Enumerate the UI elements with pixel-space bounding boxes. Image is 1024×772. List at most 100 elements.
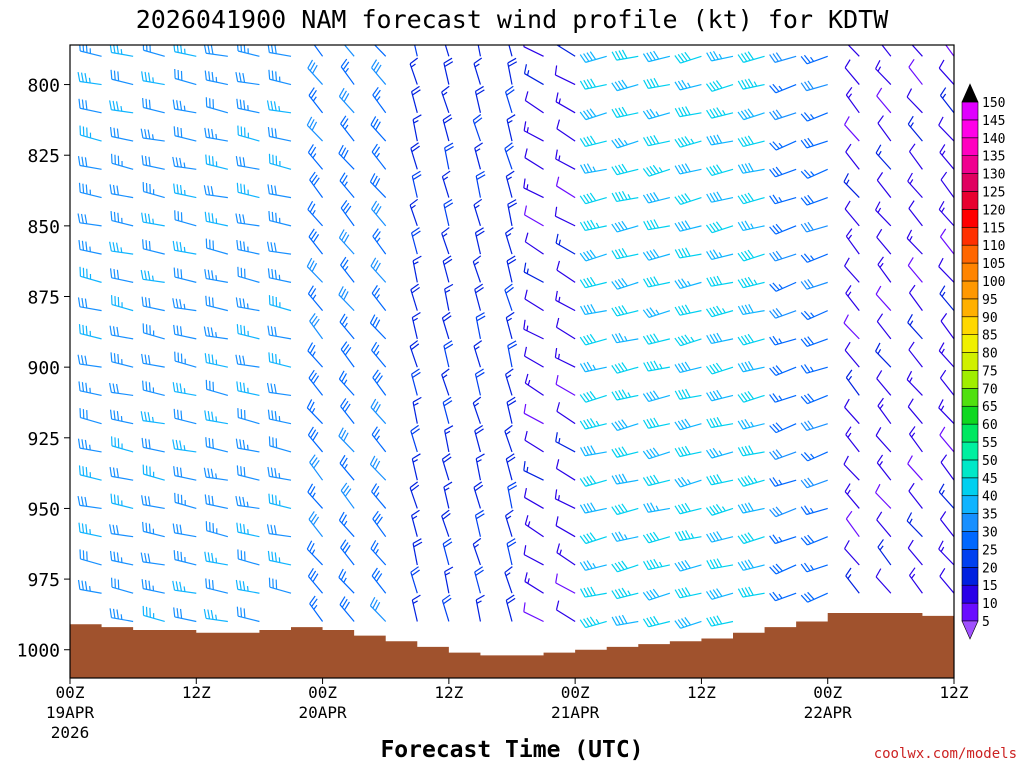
wind-barb bbox=[738, 446, 764, 456]
wind-barb bbox=[413, 115, 421, 141]
x-tick-date-label: 21APR bbox=[551, 703, 600, 722]
wind-barb bbox=[940, 370, 954, 395]
wind-barb bbox=[940, 88, 954, 113]
wind-barb bbox=[373, 511, 386, 537]
wind-barb bbox=[268, 467, 291, 480]
wind-barb bbox=[142, 438, 165, 452]
wind-barb bbox=[308, 201, 323, 226]
wind-barb bbox=[878, 116, 891, 142]
wind-barb bbox=[372, 144, 386, 169]
wind-barb bbox=[341, 540, 355, 565]
wind-barb bbox=[581, 164, 607, 174]
wind-barb bbox=[801, 254, 828, 263]
wind-barb bbox=[556, 35, 575, 56]
wind-barb bbox=[644, 559, 670, 569]
wind-barb bbox=[770, 477, 797, 486]
wind-barb bbox=[675, 419, 702, 430]
wind-barb bbox=[909, 426, 922, 452]
wind-barb bbox=[707, 616, 733, 626]
colorbar-swatch bbox=[962, 156, 978, 174]
wind-barb bbox=[111, 352, 133, 367]
wind-barb bbox=[412, 228, 421, 254]
wind-barb bbox=[267, 100, 291, 112]
wind-barb bbox=[474, 482, 483, 509]
wind-barb bbox=[706, 165, 733, 176]
wind-barb bbox=[939, 60, 954, 85]
wind-barb bbox=[473, 115, 482, 142]
wind-barb bbox=[877, 370, 891, 395]
wind-barb bbox=[909, 201, 923, 226]
wind-barb bbox=[339, 569, 354, 593]
wind-barb bbox=[505, 567, 513, 594]
wind-barb bbox=[142, 213, 165, 226]
wind-barb bbox=[907, 512, 922, 536]
wind-barb bbox=[846, 568, 860, 593]
wind-barb bbox=[309, 88, 323, 113]
wind-barb bbox=[372, 484, 386, 509]
wind-barb bbox=[506, 228, 514, 255]
wind-barb bbox=[412, 86, 421, 112]
wind-barb bbox=[205, 353, 228, 367]
wind-barb bbox=[770, 282, 796, 291]
wind-barb bbox=[237, 240, 260, 254]
wind-barb bbox=[844, 456, 859, 480]
wind-barb bbox=[643, 192, 669, 203]
wind-barb bbox=[173, 298, 197, 310]
wind-barb bbox=[707, 417, 733, 427]
wind-barb bbox=[908, 314, 923, 339]
colorbar-swatch bbox=[962, 138, 978, 156]
wind-barb bbox=[524, 121, 543, 141]
wind-barb bbox=[941, 172, 954, 198]
wind-barb bbox=[555, 489, 575, 508]
wind-barb bbox=[444, 341, 453, 367]
wind-barb bbox=[845, 484, 859, 509]
wind-barb bbox=[46, 185, 70, 197]
colorbar-swatch bbox=[962, 549, 978, 567]
wind-barb bbox=[340, 597, 354, 622]
wind-barb bbox=[770, 251, 797, 261]
wind-barb bbox=[770, 110, 797, 120]
wind-barb bbox=[556, 318, 575, 339]
wind-barb bbox=[907, 89, 922, 113]
wind-barb bbox=[846, 144, 860, 169]
wind-barb bbox=[445, 143, 454, 169]
wind-barb bbox=[141, 553, 165, 565]
wind-barb bbox=[738, 250, 765, 261]
wind-barb bbox=[475, 369, 484, 395]
wind-barb bbox=[79, 240, 102, 254]
colorbar-swatch bbox=[962, 191, 978, 209]
wind-barb bbox=[612, 80, 639, 91]
wind-barb bbox=[110, 467, 133, 480]
colorbar-swatch bbox=[962, 478, 978, 496]
wind-barb bbox=[309, 511, 323, 536]
wind-barb bbox=[770, 308, 797, 318]
wind-barb bbox=[770, 224, 797, 234]
wind-barb bbox=[909, 568, 922, 594]
wind-barb bbox=[141, 411, 165, 423]
colorbar-swatch bbox=[962, 388, 978, 406]
wind-barb bbox=[46, 327, 70, 339]
wind-barb bbox=[524, 602, 544, 621]
wind-barb bbox=[473, 256, 481, 283]
wind-barb bbox=[707, 333, 733, 343]
wind-barb bbox=[174, 550, 196, 565]
colorbar-label: 20 bbox=[982, 561, 998, 576]
wind-barb bbox=[267, 242, 291, 254]
wind-barb bbox=[941, 313, 954, 339]
wind-barb bbox=[707, 51, 733, 61]
wind-barb bbox=[206, 437, 228, 452]
wind-barb bbox=[205, 552, 228, 565]
wind-barb bbox=[940, 229, 954, 254]
colorbar-swatch bbox=[962, 460, 978, 478]
colorbar-label: 125 bbox=[982, 185, 1005, 200]
x-tick-date-label: 20APR bbox=[298, 703, 347, 722]
wind-barb bbox=[474, 341, 482, 368]
wind-barb bbox=[143, 381, 165, 396]
wind-barb bbox=[174, 607, 197, 621]
wind-barb bbox=[267, 383, 291, 395]
wind-barb bbox=[236, 496, 260, 508]
wind-barb bbox=[341, 200, 354, 226]
wind-barb bbox=[907, 371, 922, 395]
wind-barb bbox=[236, 72, 260, 84]
